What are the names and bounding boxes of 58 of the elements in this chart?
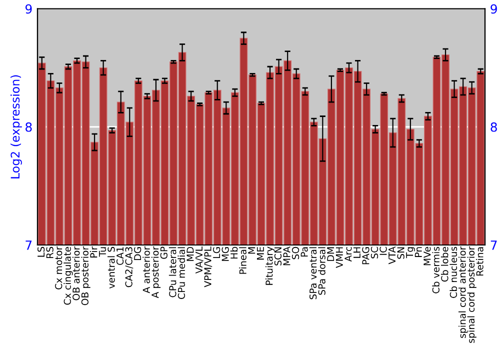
x-tick-label: CA1	[116, 247, 124, 265]
x-tick-label: Retina	[476, 247, 484, 276]
x-tick-label: RS	[46, 246, 54, 258]
x-tick-label: OB anterior	[72, 246, 80, 300]
x-tick-label: SCN	[274, 247, 282, 266]
x-tick-label: Pituitary	[265, 246, 275, 285]
x-tick-label: spinal cord anterior	[458, 246, 468, 338]
x-tick-label: M	[248, 247, 256, 254]
x-tick-label: Cx motor	[55, 246, 62, 290]
x-tick-label: ventral S	[108, 246, 115, 288]
x-tick-label: Pir	[90, 246, 98, 258]
x-tick-label: Cb nucleus	[450, 246, 458, 298]
x-tick-label: Hb	[230, 246, 238, 259]
y2-tick-label: 7	[490, 240, 497, 250]
x-tick-label: Arc	[344, 246, 352, 262]
y2-tick-label: 8	[490, 122, 497, 132]
x-tick-label: IC	[380, 246, 387, 255]
x-tick-label: A posterior	[151, 246, 161, 298]
x-tick-label: VPM/VPL	[204, 246, 212, 288]
x-tick-label: DG	[134, 247, 142, 260]
x-tick-label: SPa dorsal	[318, 247, 326, 295]
x-tick-label: MPA	[283, 246, 290, 266]
x-tick-label: Pa	[300, 247, 308, 257]
x-tick-label: SN	[397, 247, 404, 259]
x-tick-label: Pn	[414, 247, 422, 257]
y-tick-label: 9	[25, 4, 32, 14]
x-tick-label: VA/VL	[196, 246, 204, 274]
x-tick-label: SO	[292, 246, 300, 260]
x-tick-label: VMH	[336, 247, 343, 268]
x-tick-label: spinal cord posterior	[467, 246, 476, 343]
x-tick-label: LG	[212, 247, 220, 258]
x-tick-label: CPu medial	[178, 247, 186, 300]
x-tick-label: SPa ventral	[309, 247, 317, 300]
x-tick-label: ME	[256, 246, 264, 260]
x-tick-label: Cx cingulate	[64, 246, 73, 305]
x-tick-label: Cb lobe	[440, 246, 448, 282]
x-tick-label: Tg	[406, 247, 415, 258]
x-tick-label: PAG	[362, 247, 370, 264]
x-tick-label: VTA	[388, 246, 396, 264]
x-tick-label: MD	[186, 246, 194, 261]
x-tick-label: Tu	[99, 247, 106, 257]
y-axis-title: Log2 (expression)	[10, 75, 22, 178]
x-tick-label: LH	[353, 247, 360, 258]
x-tick-label: MVe	[424, 246, 431, 266]
x-tick-label: OB posterior	[81, 246, 90, 306]
x-tick-label: CA2/CA3	[125, 247, 134, 288]
x-tick-label: DM	[327, 247, 334, 261]
x-tick-label: LS	[37, 246, 45, 257]
x-tick-label: A anterior	[142, 246, 150, 294]
x-tick-label: SC	[370, 246, 378, 258]
x-tick-label: GP	[160, 246, 168, 259]
x-tick-label: CPu lateral	[168, 247, 176, 298]
y-tick-label: 7	[26, 240, 32, 250]
x-tick-label: Pineal	[239, 247, 246, 274]
y-tick-label: 8	[26, 122, 32, 132]
x-tick-label: Cb vermis	[432, 246, 440, 294]
x-tick-label: MG	[222, 247, 229, 261]
y2-tick-label: 9	[490, 4, 497, 14]
